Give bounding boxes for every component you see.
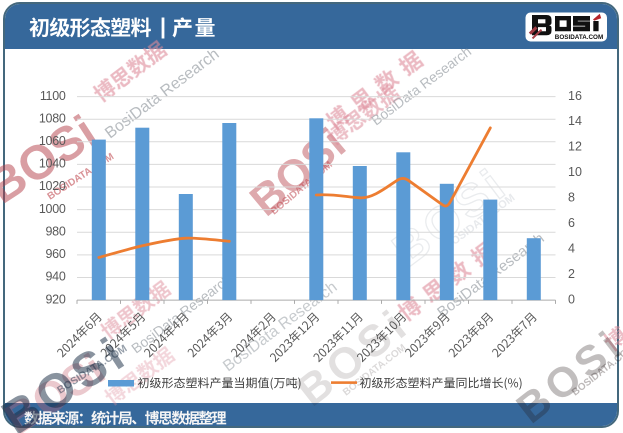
svg-text:1040: 1040 [39,157,66,171]
svg-text:1100: 1100 [40,89,66,103]
svg-text:2: 2 [568,267,575,281]
svg-text:14: 14 [568,114,582,128]
svg-text:12: 12 [568,140,582,154]
svg-text:BosiData Research: BosiData Research [102,46,222,143]
svg-text:8: 8 [568,191,575,205]
svg-text:1060: 1060 [39,134,66,148]
svg-text:1000: 1000 [39,202,66,216]
svg-text:1020: 1020 [39,179,66,193]
svg-text:BOSIDATA.COM: BOSIDATA.COM [555,34,603,41]
svg-text:940: 940 [46,270,66,284]
svg-text:4: 4 [568,241,575,255]
svg-text:10: 10 [568,165,582,179]
svg-text:980: 980 [46,225,66,239]
svg-text:0: 0 [568,292,575,306]
svg-text:920: 920 [46,292,66,306]
svg-text:1080: 1080 [39,111,66,125]
svg-text:960: 960 [46,247,66,261]
svg-text:6: 6 [568,216,575,230]
svg-text:16: 16 [568,89,582,103]
